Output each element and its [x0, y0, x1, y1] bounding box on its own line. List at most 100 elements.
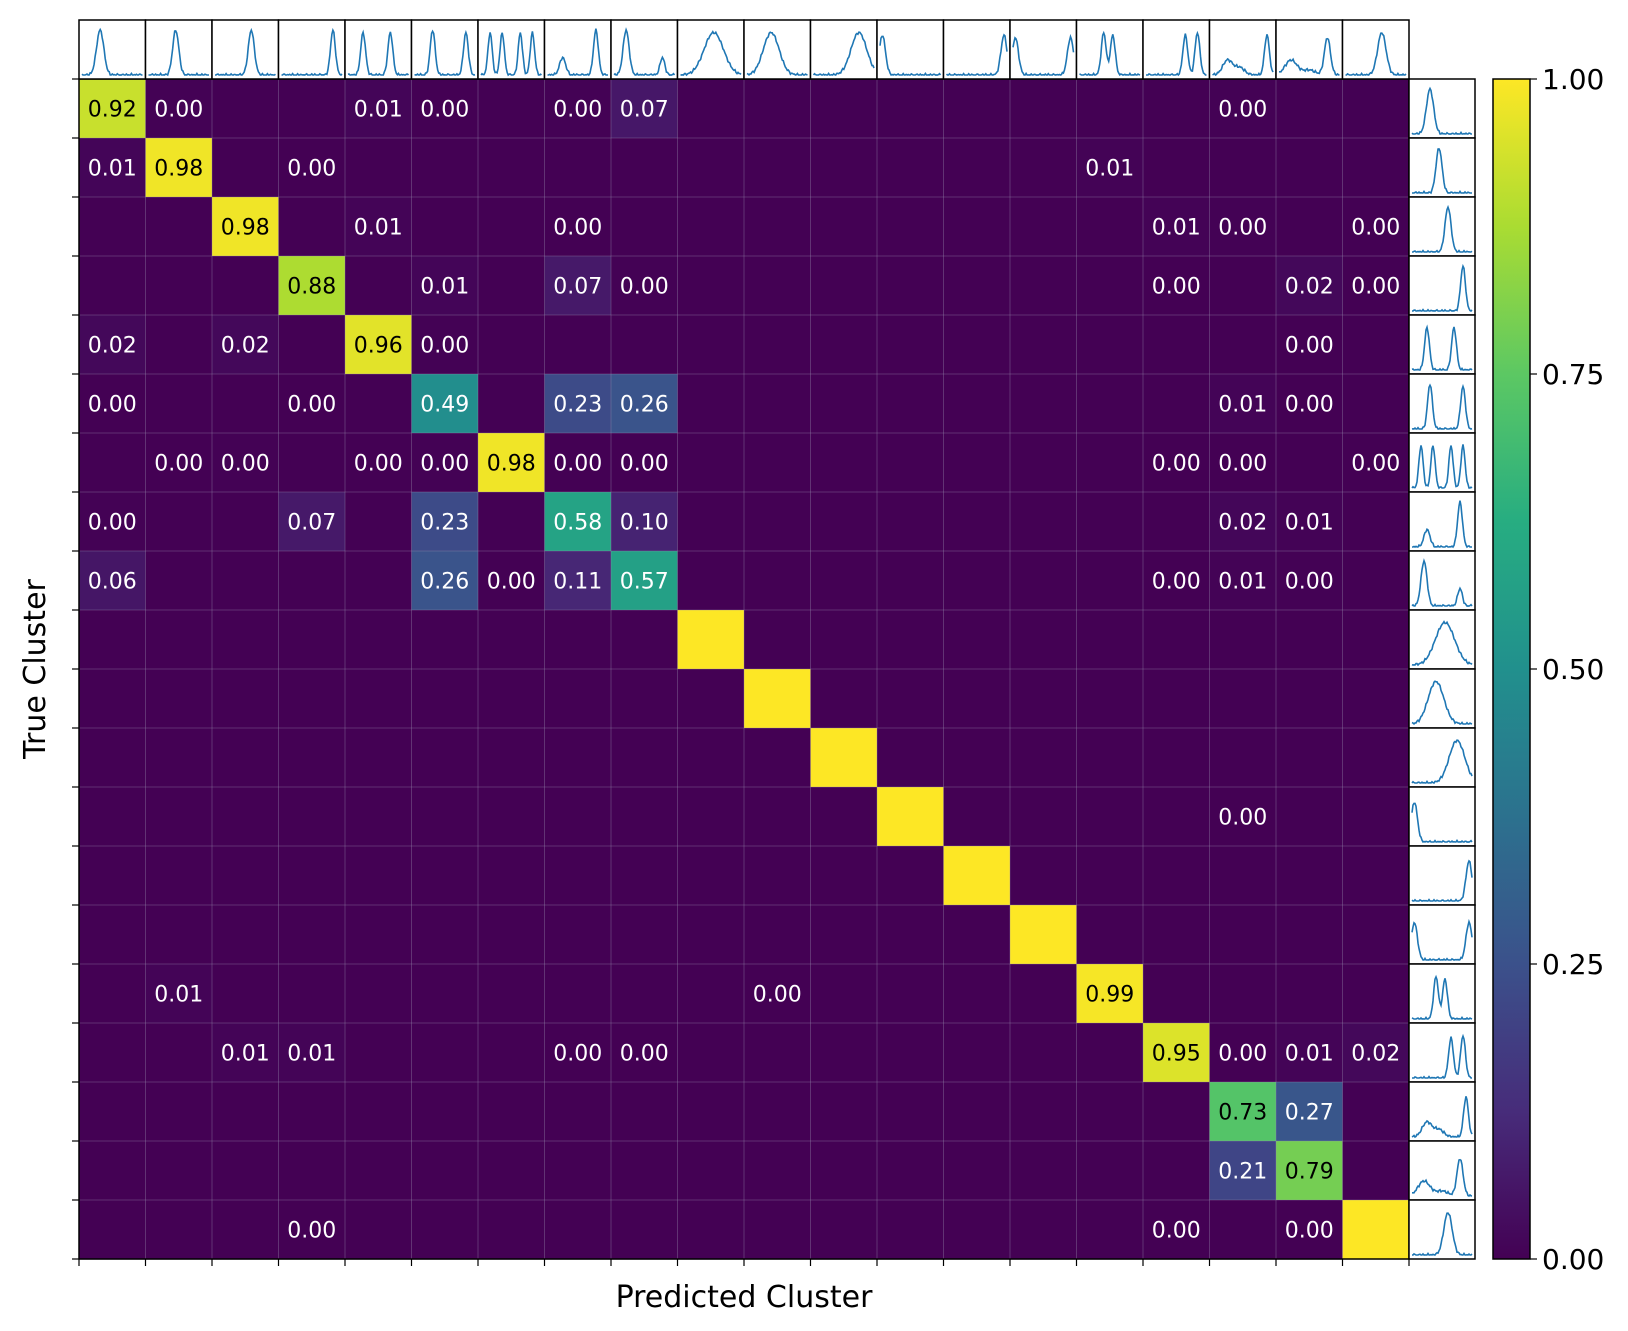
cell-value-label: 0.00: [154, 98, 203, 123]
heatmap-cell: [345, 492, 413, 552]
heatmap-cell: [1143, 197, 1211, 257]
cell-value-label: 0.02: [88, 334, 137, 359]
heatmap-cell: [744, 1082, 812, 1142]
heatmap-cell: [611, 728, 679, 788]
heatmap-cell: [1076, 256, 1144, 316]
heatmap-cell: [79, 433, 147, 493]
cell-value-label: 0.01: [88, 157, 137, 182]
heatmap-cell: [345, 551, 413, 611]
cell-value-label: 0.01: [1085, 157, 1134, 182]
cell-value-label: 0.00: [1351, 275, 1400, 300]
right-profile-line: [1411, 558, 1473, 607]
cell-value-label: 0.92: [88, 98, 137, 123]
heatmap-cell: [79, 610, 147, 670]
heatmap-cell: [1342, 138, 1410, 198]
top-profile-line: [1345, 32, 1407, 76]
heatmap-cell: [544, 79, 612, 139]
right-profile-line: [1412, 263, 1473, 312]
heatmap-cell: [212, 964, 280, 1024]
top-profile-box: [277, 19, 346, 80]
heatmap-cell: [1276, 1141, 1344, 1201]
heatmap-cell: [145, 1082, 213, 1142]
top-profile-line: [1012, 33, 1075, 76]
heatmap-grid: [79, 79, 1409, 1259]
heatmap-cell: [345, 610, 413, 670]
heatmap-cell: [278, 787, 346, 847]
cell-value-label: 0.01: [221, 1042, 270, 1067]
heatmap-cell: [1276, 669, 1344, 729]
cell-value-label: 0.00: [487, 570, 536, 595]
heatmap-cell: [877, 492, 945, 552]
heatmap-cell: [1342, 79, 1410, 139]
heatmap-cell: [1076, 138, 1144, 198]
heatmap-cell: [79, 669, 147, 729]
right-profile-line: [1412, 500, 1472, 549]
heatmap-cell: [411, 1023, 479, 1083]
heatmap-cell: [744, 905, 812, 965]
heatmap-cell: [1209, 315, 1277, 375]
heatmap-cell: [478, 374, 546, 434]
right-profile-box: [1408, 904, 1476, 965]
heatmap-cell: [1010, 433, 1078, 493]
heatmap-cell: [145, 1200, 213, 1260]
heatmap-cell: [212, 669, 280, 729]
cell-value-label: 0.00: [1351, 452, 1400, 477]
cell-value-label: 0.00: [88, 393, 137, 418]
heatmap-cell: [611, 1141, 679, 1201]
cell-value-label: 0.01: [354, 216, 403, 241]
heatmap-cell: [145, 315, 213, 375]
heatmap-cell: [345, 728, 413, 788]
heatmap-cell: [1209, 1141, 1277, 1201]
heatmap-cell: [744, 79, 812, 139]
heatmap-cell: [278, 846, 346, 906]
heatmap-cell: [212, 905, 280, 965]
heatmap-cell: [810, 197, 878, 257]
heatmap-cell: [278, 138, 346, 198]
heatmap-cell: [212, 492, 280, 552]
heatmap-cell: [1342, 1023, 1410, 1083]
cell-value-label: 0.00: [620, 452, 669, 477]
heatmap-cell: [943, 433, 1011, 493]
heatmap-cell: [345, 79, 413, 139]
cell-value-label: 0.00: [1285, 570, 1334, 595]
heatmap-cell: [677, 1023, 745, 1083]
cell-value-label: 0.00: [420, 98, 469, 123]
top-profile-box: [344, 19, 413, 80]
heatmap-cell: [677, 905, 745, 965]
right-profile-box: [1408, 78, 1476, 139]
heatmap-cell: [278, 374, 346, 434]
cell-value-label: 0.00: [1351, 216, 1400, 241]
heatmap-cell: [1010, 1082, 1078, 1142]
top-profile-box: [1009, 19, 1078, 80]
heatmap-cell: [345, 669, 413, 729]
heatmap-cell: [1076, 433, 1144, 493]
heatmap-cell: [1010, 964, 1078, 1024]
heatmap-cell: [943, 964, 1011, 1024]
right-profile-line: [1411, 620, 1473, 667]
heatmap-cell: [212, 787, 280, 847]
heatmap-cell: [478, 256, 546, 316]
heatmap-cell: [79, 256, 147, 316]
cell-value-label: 0.49: [420, 393, 469, 418]
heatmap-cell: [212, 433, 280, 493]
right-profile-box: [1408, 314, 1476, 375]
heatmap-cell: [877, 669, 945, 729]
heatmap-cell: [212, 315, 280, 375]
cell-value-label: 0.00: [1218, 98, 1267, 123]
cell-value-label: 0.00: [88, 511, 137, 536]
heatmap-cell: [544, 610, 612, 670]
cell-value-label: 0.00: [1285, 393, 1334, 418]
heatmap-cell: [810, 256, 878, 316]
heatmap-cell: [1276, 787, 1344, 847]
heatmap-cell: [1143, 787, 1211, 847]
heatmap-cell: [212, 1023, 280, 1083]
heatmap-cell: [1276, 905, 1344, 965]
cell-value-label: 0.06: [88, 570, 137, 595]
right-profile-strip: [1408, 78, 1476, 1260]
heatmap-cell: [943, 787, 1011, 847]
cell-value-label: 0.00: [553, 452, 602, 477]
right-profile-line: [1411, 739, 1473, 784]
heatmap-cell: [1342, 846, 1410, 906]
cell-value-label: 0.00: [154, 452, 203, 477]
heatmap-cell: [677, 669, 745, 729]
